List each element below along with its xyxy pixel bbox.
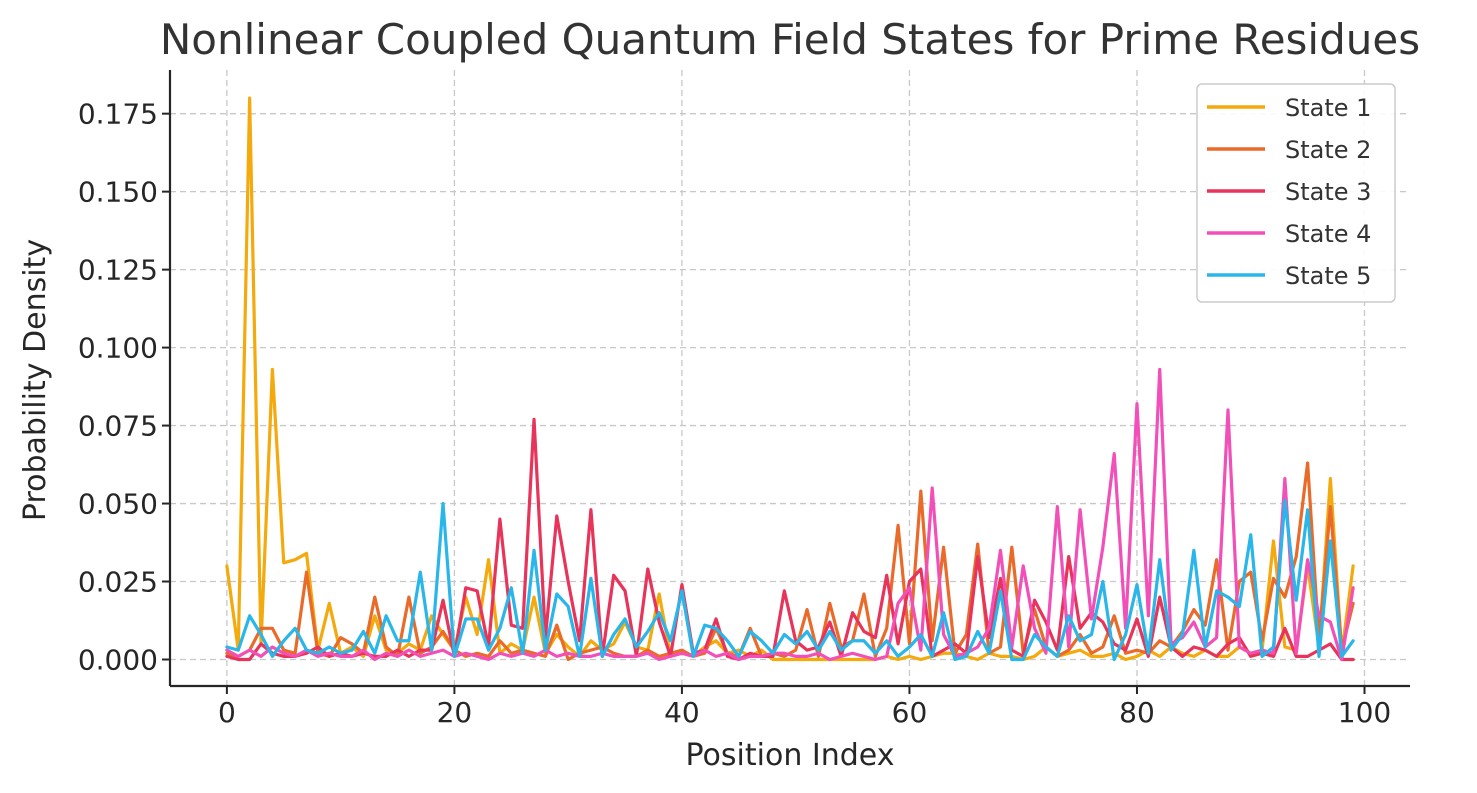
x-tick-label: 40 — [664, 696, 700, 729]
legend: State 1 State 2 State 3 State 4 State 5 — [1197, 84, 1395, 302]
y-tick-label: 0.150 — [78, 176, 158, 209]
y-tick-label: 0.000 — [78, 643, 158, 676]
y-axis-label: Probability Density — [18, 239, 53, 521]
x-axis-label: Position Index — [686, 738, 895, 773]
legend-label: State 2 — [1285, 136, 1371, 164]
y-ticks: 0.000 0.025 0.050 0.075 0.100 0.125 0.150 0.175 — [78, 98, 170, 677]
y-tick-label: 0.075 — [78, 410, 158, 443]
legend-label: State 5 — [1285, 262, 1371, 290]
chart-title: Nonlinear Coupled Quantum Field States f… — [160, 15, 1420, 64]
x-tick-label: 100 — [1338, 696, 1391, 729]
x-tick-label: 0 — [218, 696, 236, 729]
x-tick-label: 20 — [437, 696, 473, 729]
x-ticks: 0 20 40 60 80 100 — [218, 686, 1391, 729]
series-lines — [227, 98, 1353, 659]
x-tick-label: 60 — [892, 696, 928, 729]
y-tick-label: 0.050 — [78, 488, 158, 521]
legend-label: State 1 — [1285, 94, 1371, 122]
x-tick-label: 80 — [1119, 696, 1155, 729]
series-line-state-1 — [227, 98, 1353, 659]
legend-label: State 3 — [1285, 178, 1371, 206]
legend-label: State 4 — [1285, 220, 1371, 248]
y-tick-label: 0.175 — [78, 98, 158, 131]
y-tick-label: 0.125 — [78, 254, 158, 287]
y-tick-label: 0.025 — [78, 566, 158, 599]
y-tick-label: 0.100 — [78, 332, 158, 365]
